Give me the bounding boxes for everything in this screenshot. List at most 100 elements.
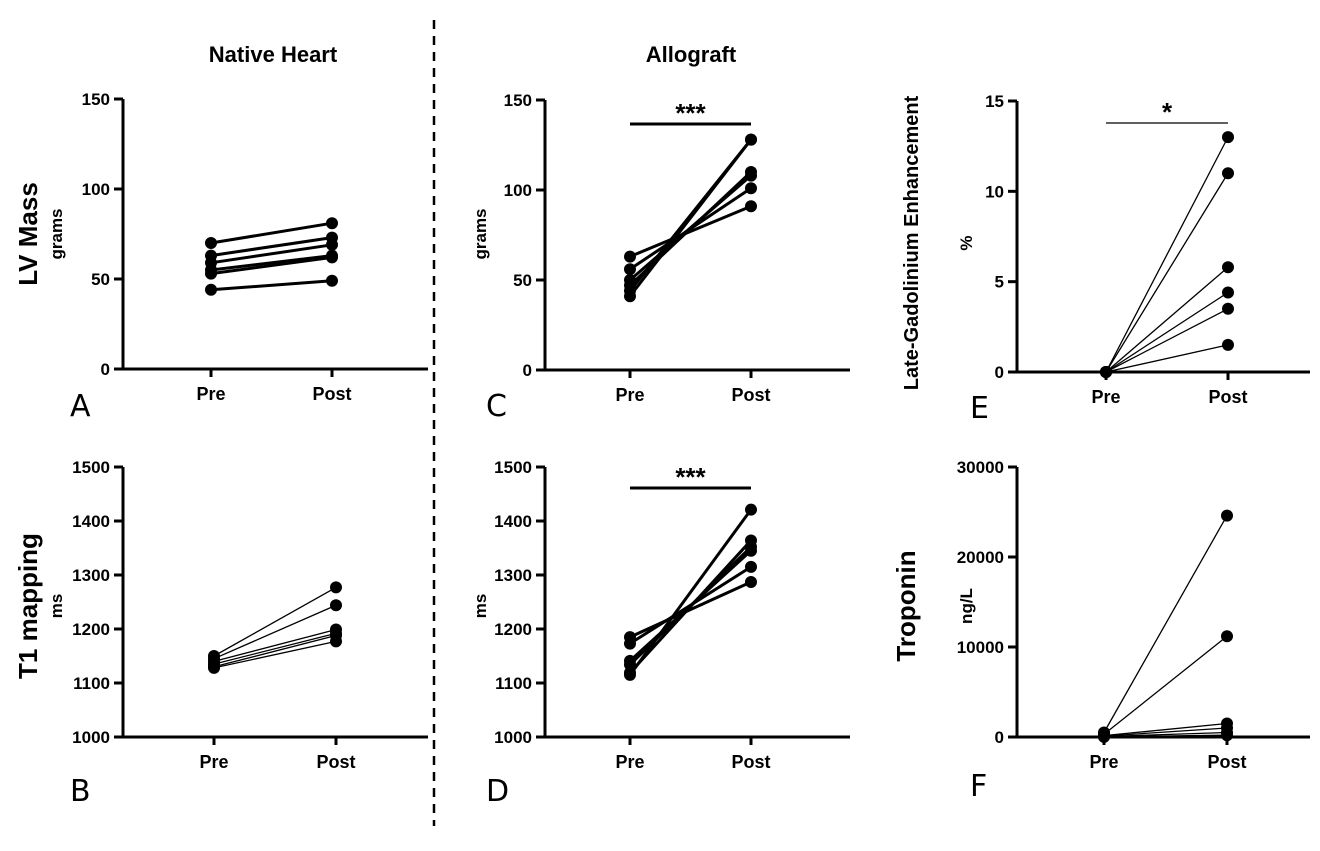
- panel-c-point-6-post: [745, 133, 757, 146]
- panel-d-y-axis-label: ms: [471, 594, 490, 619]
- panel-c-point-1-pre: [624, 250, 636, 263]
- panel-f-y-axis-label: ng/L: [957, 588, 976, 624]
- panel-d-y-tick-label: 1000: [494, 728, 532, 747]
- panel-e-series-line-1: [1105, 136, 1229, 373]
- panel-c-point-1-post: [745, 200, 757, 213]
- panel-e-series-line-5: [1105, 308, 1229, 373]
- panel-e: 0 5 10 15 Pre Post% E *: [957, 92, 1310, 426]
- panel-b-y-tick-label: 1400: [72, 512, 110, 531]
- row-title-t1-mapping: T1 mapping: [13, 533, 43, 679]
- panel-c-point-2-post: [745, 182, 757, 195]
- panel-f-series-line-6: [1103, 734, 1228, 738]
- panel-b-series-line-2: [213, 604, 337, 660]
- panel-f-point-6-pre: [1098, 730, 1110, 743]
- panel-e-x-tick-label: Post: [1208, 387, 1247, 407]
- panel-a: 0 50 100 150 Pre Post grams A: [47, 90, 428, 424]
- panel-e-y-tick-label: 10: [985, 182, 1004, 201]
- panel-d-series-line-5: [628, 539, 753, 674]
- panel-e-point-6-post: [1222, 338, 1234, 351]
- panel-e-point-4-post: [1222, 286, 1234, 299]
- panel-f-series-line-4: [1103, 727, 1228, 737]
- panel-f-series-line-2: [1103, 635, 1228, 735]
- panel-a-point-5-pre: [205, 267, 217, 280]
- panel-b-y-tick-label: 1000: [72, 728, 110, 747]
- panel-e-y-tick-label: 15: [985, 92, 1004, 111]
- panel-d-y-tick-label: 1100: [495, 674, 532, 693]
- panel-e-series-line-6: [1105, 344, 1229, 373]
- panel-d-point-6-pre: [624, 668, 636, 681]
- panel-b-series-line-5: [213, 634, 337, 668]
- panel-b-point-6-pre: [208, 661, 220, 674]
- panel-e-y-tick-label: 0: [995, 363, 1004, 382]
- panel-d-point-2-post: [745, 560, 757, 573]
- panel-f-series-line-1: [1103, 515, 1228, 733]
- panel-b-series-line-1: [213, 586, 337, 657]
- panel-a-series-line-4: [210, 254, 333, 272]
- panel-a-point-1-pre: [205, 237, 217, 249]
- panel-e-point-1-post: [1222, 131, 1234, 144]
- panel-e-series-line-4: [1105, 291, 1229, 373]
- panel-d-point-5-post: [745, 534, 757, 547]
- panel-f-x-tick-label: Post: [1207, 752, 1246, 772]
- panel-e-y-tick-label: 5: [995, 273, 1004, 292]
- panel-f-series-line-3: [1103, 722, 1228, 737]
- panel-e-series-line-2: [1105, 172, 1229, 373]
- panel-c-point-2-pre: [624, 263, 636, 276]
- panel-a-series-line-3: [210, 243, 333, 265]
- panel-c-y-tick-label: 0: [523, 361, 532, 380]
- panel-e-letter: E: [970, 391, 989, 426]
- panel-e-x-tick-label: Pre: [1091, 387, 1120, 407]
- panel-e-point-2-post: [1222, 167, 1234, 180]
- panel-a-series-line-1: [210, 221, 333, 245]
- panel-a-y-tick-label: 100: [82, 180, 110, 199]
- panel-f-point-2-post: [1221, 630, 1233, 643]
- panel-e-series-line-3: [1105, 266, 1229, 373]
- panel-a-series-line-5: [210, 255, 333, 276]
- panel-b-series-line-4: [213, 632, 337, 665]
- panel-b-y-tick-label: 1100: [73, 674, 110, 693]
- panel-c-significance-label: ***: [675, 98, 706, 128]
- panel-b-y-axis-label: ms: [47, 594, 66, 619]
- column-title-native-heart: Native Heart: [209, 42, 338, 67]
- row-title-lge: Late-Gadolinium Enhancement: [901, 95, 923, 390]
- panel-c-y-tick-label: 50: [513, 271, 532, 290]
- panel-b-point-2-post: [330, 599, 342, 612]
- panel-a-point-3-post: [326, 238, 338, 251]
- panel-d: 1000 1100 1200 1300 1400 1500 Pre Post ms D ***: [471, 458, 850, 809]
- panel-e-point-6-pre: [1100, 366, 1112, 378]
- panel-b-point-1-post: [330, 581, 342, 594]
- panel-b: 1000 1100 1200 1300 1400 1500 Pre Post ms B: [47, 458, 428, 809]
- panel-b-point-6-post: [330, 635, 342, 648]
- panel-c-series-line-1: [629, 204, 752, 258]
- panel-c-letter: C: [486, 389, 507, 424]
- panel-c: 0 50 100 150 Pre Post grams C ***: [471, 91, 850, 424]
- panel-d-point-1-post: [745, 576, 757, 589]
- panel-d-series-line-1: [629, 580, 752, 639]
- panel-d-y-tick-label: 1200: [494, 620, 532, 639]
- panel-c-point-6-pre: [624, 290, 636, 303]
- panel-c-y-tick-label: 100: [504, 181, 532, 200]
- panel-a-point-6-post: [326, 274, 338, 287]
- panel-f-x-tick-label: Pre: [1089, 752, 1118, 772]
- panel-f-y-tick-label: 20000: [957, 548, 1004, 567]
- panel-c-series-line-6: [628, 138, 753, 298]
- panel-b-y-tick-label: 1200: [72, 620, 110, 639]
- panel-c-x-tick-label: Pre: [615, 385, 644, 405]
- panel-a-y-axis-label: grams: [47, 208, 66, 259]
- panel-a-point-1-post: [326, 217, 338, 230]
- panel-c-x-tick-label: Post: [731, 385, 770, 405]
- panel-b-y-tick-label: 1300: [72, 566, 110, 585]
- panel-f-point-6-post: [1221, 729, 1233, 742]
- panel-f-letter: F: [970, 769, 987, 804]
- panel-d-letter: D: [486, 774, 509, 809]
- panel-d-y-tick-label: 1300: [494, 566, 532, 585]
- panel-a-series-line-6: [210, 279, 333, 292]
- panel-a-y-tick-label: 0: [101, 360, 110, 379]
- panel-e-point-3-post: [1222, 261, 1234, 274]
- panel-a-y-tick-label: 50: [91, 270, 110, 289]
- panel-b-x-tick-label: Pre: [199, 752, 228, 772]
- panel-c-y-axis-label: grams: [471, 208, 490, 259]
- panel-e-significance-label: *: [1162, 97, 1173, 127]
- panel-a-letter: A: [70, 389, 91, 424]
